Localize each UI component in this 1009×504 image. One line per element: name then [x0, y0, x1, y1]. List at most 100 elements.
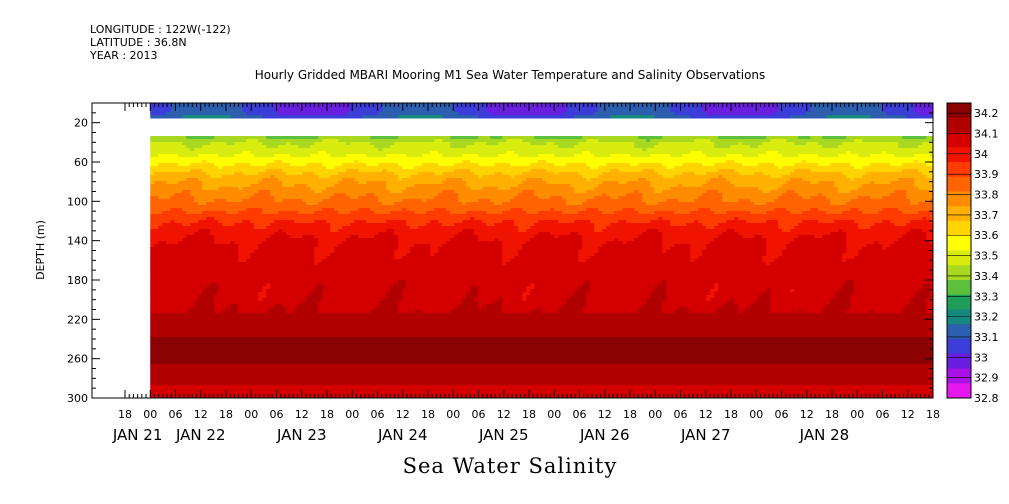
heatmap-cell [150, 178, 155, 182]
heatmap-cell [306, 268, 311, 272]
heatmap-cell [250, 280, 255, 284]
heatmap-cell [250, 316, 255, 320]
heatmap-cell [262, 322, 267, 326]
heatmap-cell [206, 340, 211, 344]
heatmap-cell [178, 199, 183, 203]
heatmap-cell [310, 196, 315, 200]
heatmap-cell [334, 280, 339, 284]
heatmap-cell [218, 370, 223, 374]
heatmap-cell [262, 349, 267, 353]
heatmap-cell [230, 367, 235, 371]
heatmap-cell [222, 142, 227, 146]
heatmap-cell [202, 301, 207, 305]
heatmap-cell [178, 235, 183, 239]
heatmap-cell [278, 139, 283, 143]
heatmap-cell [162, 178, 167, 182]
heatmap-cell [310, 379, 315, 383]
heatmap-cell [154, 283, 159, 287]
heatmap-cell [294, 196, 299, 200]
heatmap-cell [282, 181, 287, 185]
heatmap-cell [190, 286, 195, 290]
heatmap-cell [302, 322, 307, 326]
heatmap-cell [158, 268, 163, 272]
heatmap-cell [154, 199, 159, 203]
heatmap-cell [206, 280, 211, 284]
heatmap-cell [258, 304, 263, 308]
heatmap-cell [330, 289, 335, 293]
heatmap-cell [214, 217, 219, 221]
heatmap-cell [294, 268, 299, 272]
heatmap-cell [166, 184, 171, 188]
heatmap-cell [154, 298, 159, 302]
heatmap-cell [246, 232, 251, 236]
heatmap-cell [210, 136, 215, 140]
heatmap-cell [254, 184, 259, 188]
heatmap-cell [318, 295, 323, 299]
heatmap-cell [354, 196, 359, 200]
heatmap-cell [314, 274, 319, 278]
heatmap-cell [274, 385, 279, 389]
heatmap-cell [342, 184, 347, 188]
heatmap-cell [266, 262, 271, 266]
heatmap-cell [222, 253, 227, 257]
heatmap-cell [326, 364, 331, 368]
heatmap-cell [282, 361, 287, 365]
heatmap-cell [338, 325, 343, 329]
heatmap-cell [290, 205, 295, 209]
heatmap-cell [202, 199, 207, 203]
heatmap-cell [274, 139, 279, 143]
heatmap-cell [290, 364, 295, 368]
heatmap-cell [150, 256, 155, 260]
heatmap-cell [246, 169, 251, 173]
heatmap-cell [246, 190, 251, 194]
heatmap-cell [362, 262, 367, 266]
heatmap-cell [322, 190, 327, 194]
heatmap-cell [306, 178, 311, 182]
heatmap-cell [242, 220, 247, 224]
heatmap-cell [354, 277, 359, 281]
heatmap-cell [302, 136, 307, 140]
heatmap-cell [230, 250, 235, 254]
heatmap-cell [226, 289, 231, 293]
heatmap-cell [186, 334, 191, 338]
heatmap-cell [354, 343, 359, 347]
heatmap-cell [254, 280, 259, 284]
heatmap-cell [262, 355, 267, 359]
heatmap-cell [322, 115, 327, 119]
heatmap-cell [254, 202, 259, 206]
heatmap-cell [302, 361, 307, 365]
heatmap-cell [186, 376, 191, 380]
heatmap-cell [178, 160, 183, 164]
heatmap-cell [226, 388, 231, 392]
heatmap-cell [354, 268, 359, 272]
heatmap-cell [322, 160, 327, 164]
heatmap-cell [218, 325, 223, 329]
heatmap-cell [166, 265, 171, 269]
heatmap-cell [170, 187, 175, 191]
heatmap-cell [350, 256, 355, 260]
heatmap-cell [214, 352, 219, 356]
heatmap-cell [302, 244, 307, 248]
heatmap-cell [206, 202, 211, 206]
heatmap-cell [334, 250, 339, 254]
heatmap-cell [298, 301, 303, 305]
heatmap-cell [342, 175, 347, 179]
heatmap-cell [278, 385, 283, 389]
heatmap-cell [238, 193, 243, 197]
heatmap-cell [282, 205, 287, 209]
heatmap-cell [266, 259, 271, 263]
heatmap-cell [166, 361, 171, 365]
heatmap-cell [198, 355, 203, 359]
heatmap-cell [294, 394, 299, 398]
heatmap-cell [238, 271, 243, 275]
heatmap-cell [262, 301, 267, 305]
heatmap-cell [202, 187, 207, 191]
heatmap-cell [262, 325, 267, 329]
heatmap-cell [318, 265, 323, 269]
heatmap-cell [346, 358, 351, 362]
heatmap-cell [310, 208, 315, 212]
heatmap-cell [270, 196, 275, 200]
heatmap-cell [194, 268, 199, 272]
heatmap-cell [326, 343, 331, 347]
heatmap-cell [298, 235, 303, 239]
